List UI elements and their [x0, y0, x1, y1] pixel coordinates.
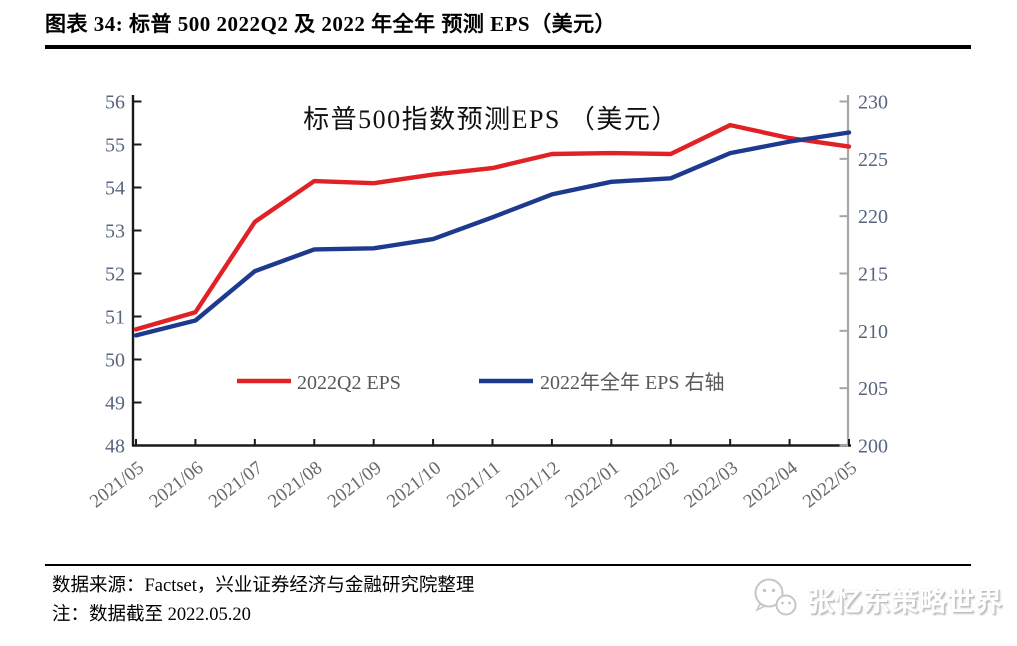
right-tick-label: 200	[858, 436, 888, 458]
left-tick-label: 55	[105, 135, 125, 157]
x-tick-label: 2022/05	[799, 457, 861, 512]
x-tick-label: 2022/01	[561, 457, 623, 512]
left-tick-label: 52	[105, 264, 125, 286]
right-axis-ticks: 230 225 220 215 210 205 200	[839, 92, 888, 458]
left-tick-label: 50	[105, 350, 125, 372]
series-line-0	[133, 122, 852, 332]
left-tick-label: 53	[105, 221, 125, 243]
figure-caption: 图表 34: 标普 500 2022Q2 及 2022 年全年 预测 EPS（美…	[45, 12, 617, 36]
right-tick-label: 210	[858, 321, 888, 343]
watermark-text: 张忆东策略世界	[807, 586, 1003, 617]
right-tick-label: 220	[858, 206, 888, 228]
series-line-1	[133, 130, 852, 338]
x-tick-label: 2021/10	[383, 457, 445, 512]
right-tick-label: 215	[858, 264, 888, 286]
watermark: 张忆东策略世界	[750, 578, 1003, 620]
x-tick-label: 2021/07	[205, 457, 267, 512]
series-lines	[133, 122, 852, 338]
legend-label-2022q2: 2022Q2 EPS	[297, 372, 401, 394]
left-tick-label: 48	[105, 436, 125, 458]
x-tick-label: 2022/03	[680, 457, 742, 512]
footer-divider	[45, 564, 971, 566]
left-tick-label: 49	[105, 393, 125, 415]
x-tick-label: 2021/05	[86, 457, 148, 512]
x-tick-label: 2021/06	[145, 457, 207, 512]
x-tick-label: 2021/11	[443, 457, 504, 511]
legend-label-fullyear: 2022年全年 EPS 右轴	[540, 371, 724, 394]
right-tick-label: 230	[858, 92, 888, 114]
right-tick-label: 205	[858, 378, 888, 400]
x-tick-label: 2022/04	[740, 457, 802, 512]
left-tick-label: 56	[105, 92, 125, 114]
x-tick-label: 2021/12	[502, 457, 564, 512]
chart-title: 标普500指数预测EPS （美元）	[303, 105, 679, 134]
x-axis-ticks: 2021/052021/062021/072021/082021/092021/…	[86, 439, 861, 512]
data-source-note: 数据来源：Factset，兴业证券经济与金融研究院整理	[52, 576, 475, 596]
x-tick-label: 2021/08	[264, 457, 326, 512]
wechat-icon	[754, 578, 797, 616]
right-tick-label: 225	[858, 149, 888, 171]
x-tick-label: 2021/09	[324, 457, 386, 512]
left-tick-label: 54	[105, 178, 125, 200]
left-tick-label: 51	[105, 307, 125, 329]
header-divider	[45, 45, 971, 49]
left-axis-ticks: 56 55 54 53 52 51 50 49 48	[105, 92, 142, 458]
legend: 2022Q2 EPS 2022年全年 EPS 右轴	[237, 371, 724, 394]
x-tick-label: 2022/02	[621, 457, 683, 512]
data-cutoff-note: 注：数据截至 2022.05.20	[52, 605, 251, 625]
axes	[131, 95, 851, 447]
